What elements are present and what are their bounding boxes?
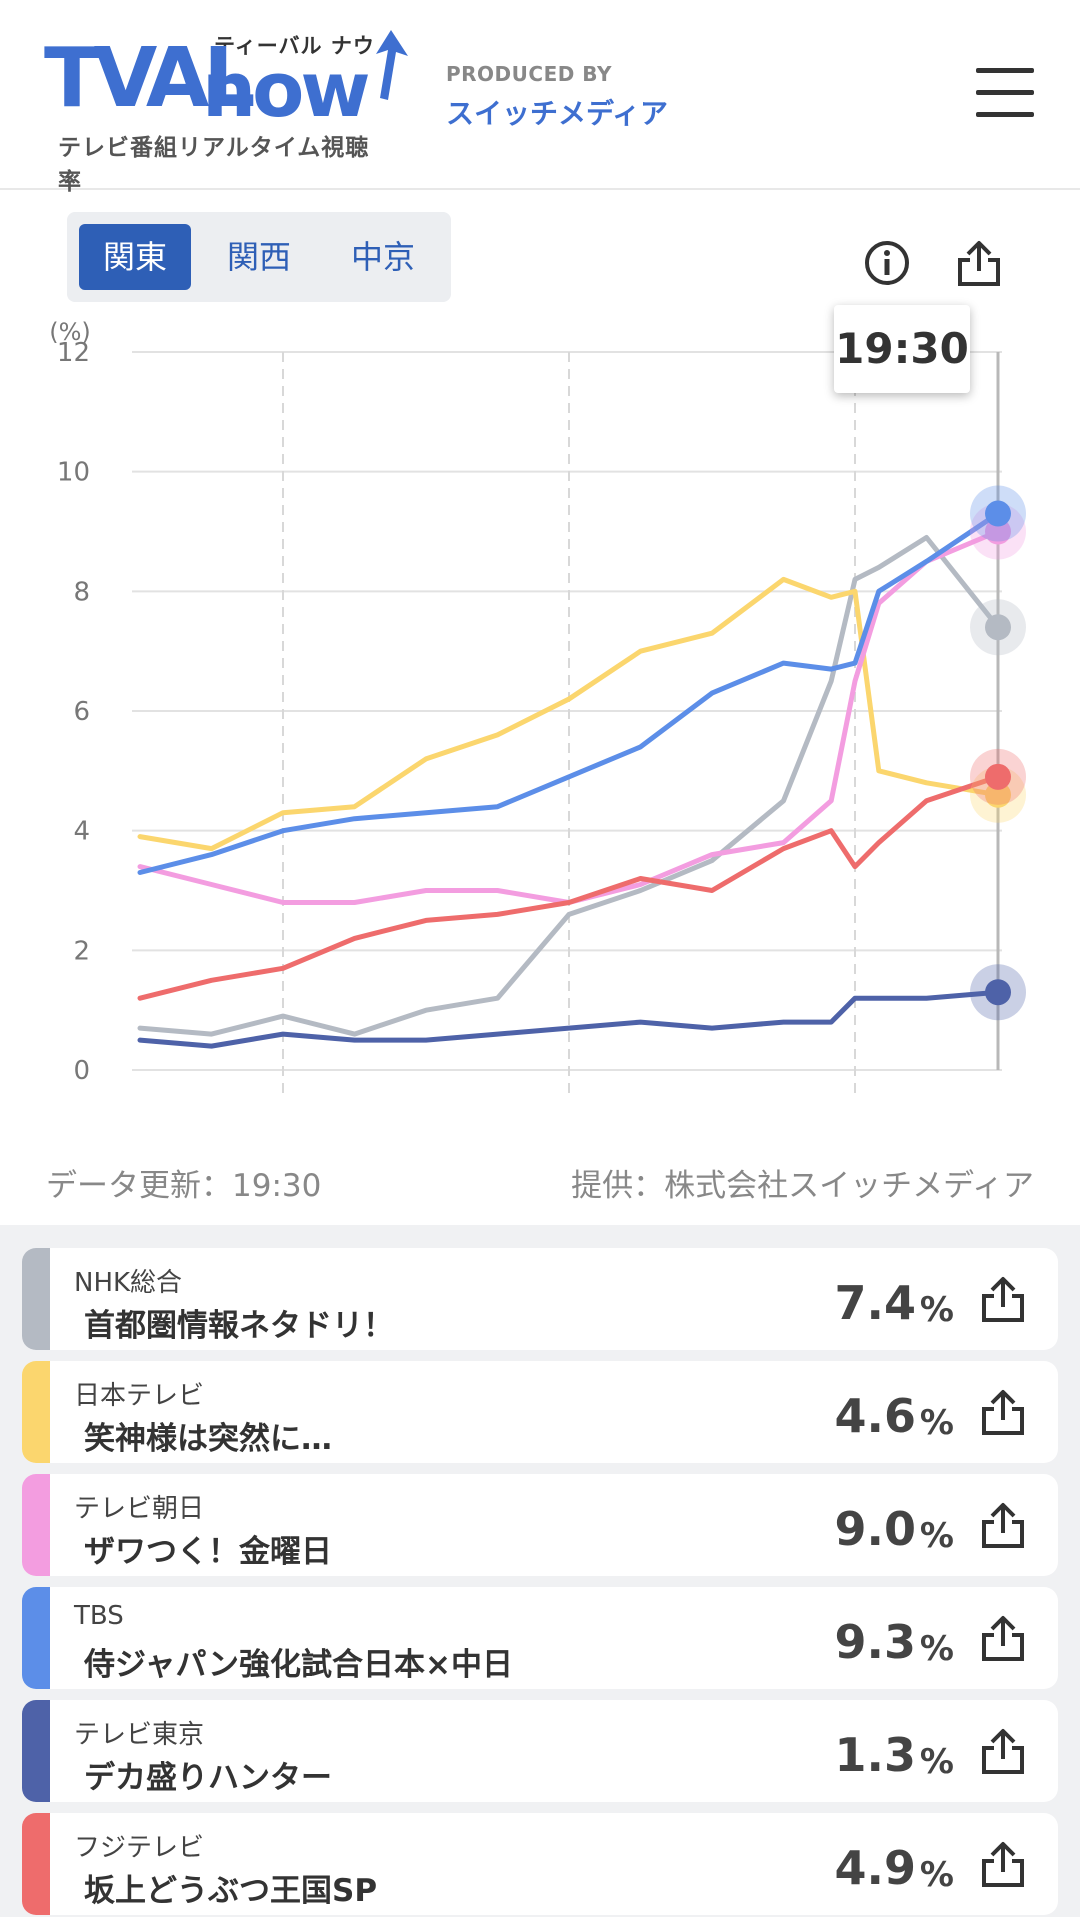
y-tick-label: 0	[73, 1056, 90, 1086]
series-line-1	[137, 576, 1001, 852]
program-title: 笑神様は突然に…	[84, 1421, 332, 1457]
logo-arrow-icon	[376, 30, 408, 100]
tab-kansai[interactable]: 関西	[226, 238, 291, 276]
program-card-ntv[interactable]: 日本テレビ 笑神様は突然に… 4.6 %	[22, 1361, 1058, 1463]
time-tooltip: 19:30	[834, 305, 970, 393]
rating-value: 9.0	[834, 1502, 917, 1556]
share-icon[interactable]	[978, 1500, 1028, 1550]
share-icon[interactable]	[978, 1387, 1028, 1437]
channel-color-bar	[22, 1700, 50, 1802]
logo-text-now: now	[202, 45, 371, 134]
y-tick-label: 12	[57, 338, 90, 368]
share-icon[interactable]	[954, 238, 1004, 288]
y-tick-label: 2	[73, 936, 90, 966]
channel-color-bar	[22, 1474, 50, 1576]
logo-text-tval: TVAL	[44, 31, 256, 126]
share-icon[interactable]	[978, 1613, 1028, 1663]
series-line-3	[137, 511, 1001, 875]
info-icon[interactable]	[864, 240, 910, 286]
rating-unit: %	[919, 1855, 954, 1895]
channel-color-bar	[22, 1248, 50, 1350]
data-credit: 提供：株式会社スイッチメディア	[571, 1168, 1034, 1204]
series-marker-2	[985, 518, 1011, 545]
y-tick-label: 4	[73, 817, 90, 847]
program-card-cx[interactable]: フジテレビ 坂上どうぶつ王国SP 4.9 %	[22, 1813, 1058, 1915]
channel-name: テレビ東京	[74, 1720, 205, 1750]
rating-unit: %	[919, 1629, 954, 1669]
channel-name: NHK総合	[74, 1268, 183, 1298]
series-marker-0	[985, 614, 1011, 641]
program-card-nhk[interactable]: NHK総合 首都圏情報ネタドリ！ 7.4 %	[22, 1248, 1058, 1350]
program-title: ザワつく！金曜日	[84, 1534, 332, 1570]
series-line-2	[137, 529, 1001, 905]
produced-by-label: PRODUCED BY	[446, 62, 612, 86]
producer-name[interactable]: スイッチメディア	[446, 97, 669, 130]
series-marker-1	[985, 781, 1011, 808]
series-marker-5	[985, 763, 1011, 790]
share-icon[interactable]	[978, 1274, 1028, 1324]
logo-kana: ティーバル ナウ	[214, 34, 375, 58]
rating-unit: %	[919, 1403, 954, 1443]
tab-chukyo[interactable]: 中京	[350, 238, 415, 276]
channel-color-bar	[22, 1587, 50, 1689]
region-tabs: 関東 関西 中京	[67, 212, 451, 302]
rating-value: 4.6	[834, 1389, 917, 1443]
series-marker-4	[985, 979, 1011, 1006]
app-header: ティーバル ナウ TVAL now テレビ番組リアルタイム視聴率 PRODUCE…	[0, 0, 1080, 195]
rating-unit: %	[919, 1742, 954, 1782]
rating-value: 1.3	[834, 1728, 917, 1782]
channel-name: TBS	[74, 1601, 124, 1631]
channel-name: テレビ朝日	[74, 1494, 205, 1524]
program-title: 首都圏情報ネタドリ！	[84, 1308, 394, 1344]
rating-value: 4.9	[834, 1841, 917, 1895]
series-marker-3	[985, 500, 1011, 527]
series-line-0	[137, 535, 1001, 1037]
series-line-5	[137, 774, 1001, 1001]
program-title: デカ盛りハンター	[84, 1760, 332, 1796]
share-icon[interactable]	[978, 1726, 1028, 1776]
rating-value: 9.3	[834, 1615, 917, 1669]
y-tick-label: 10	[57, 458, 90, 488]
data-update-time: データ更新：19:30	[46, 1168, 322, 1204]
program-list: NHK総合 首都圏情報ネタドリ！ 7.4 % 日本テレビ 笑神様は突然に… 4.…	[0, 1225, 1080, 1917]
channel-name: 日本テレビ	[74, 1381, 205, 1411]
rating-value: 7.4	[834, 1276, 917, 1330]
y-tick-label: 6	[73, 697, 90, 727]
y-axis-unit: (%)	[49, 318, 91, 346]
program-card-tbs[interactable]: TBS 侍ジャパン強化試合日本×中日 9.3 %	[22, 1587, 1058, 1689]
ratings-chart-svg[interactable]: (%)02468101217:0018:0019:00	[0, 310, 1080, 1110]
rating-unit: %	[919, 1290, 954, 1330]
program-card-tx[interactable]: テレビ東京 デカ盛りハンター 1.3 %	[22, 1700, 1058, 1802]
channel-color-bar	[22, 1813, 50, 1915]
tvalnow-logo[interactable]: ティーバル ナウ TVAL now テレビ番組リアルタイム視聴率	[44, 30, 408, 195]
logo-subtitle: テレビ番組リアルタイム視聴率	[58, 135, 370, 195]
y-tick-label: 8	[73, 577, 90, 607]
tab-kanto[interactable]: 関東	[79, 224, 191, 290]
channel-name: フジテレビ	[74, 1833, 205, 1863]
share-icon[interactable]	[978, 1839, 1028, 1889]
rating-unit: %	[919, 1516, 954, 1556]
ratings-chart[interactable]: (%)02468101217:0018:0019:00	[0, 310, 1080, 1110]
program-title: 坂上どうぶつ王国SP	[84, 1873, 378, 1909]
series-line-4	[137, 989, 1001, 1049]
program-card-ex[interactable]: テレビ朝日 ザワつく！金曜日 9.0 %	[22, 1474, 1058, 1576]
hamburger-menu-icon[interactable]	[976, 68, 1036, 118]
program-title: 侍ジャパン強化試合日本×中日	[84, 1647, 513, 1683]
channel-color-bar	[22, 1361, 50, 1463]
